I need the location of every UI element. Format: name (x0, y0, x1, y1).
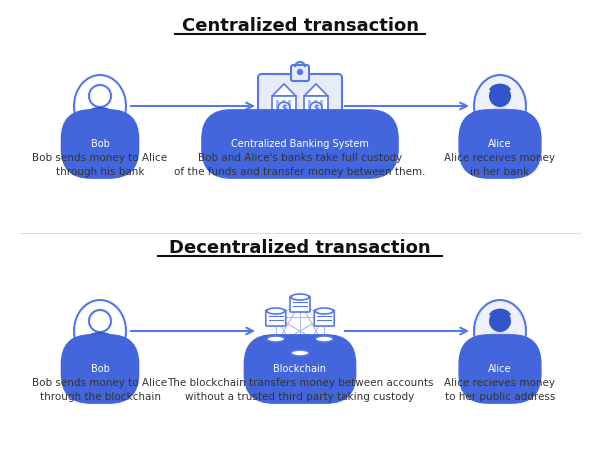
Circle shape (298, 69, 302, 75)
Ellipse shape (483, 107, 517, 129)
Circle shape (89, 310, 111, 332)
Text: Alice: Alice (488, 364, 512, 374)
Text: $: $ (281, 103, 287, 112)
Circle shape (89, 85, 111, 107)
Bar (288, 100, 291, 124)
Ellipse shape (315, 336, 333, 342)
FancyBboxPatch shape (291, 65, 309, 81)
Text: Decentralized transaction: Decentralized transaction (169, 239, 431, 257)
Circle shape (489, 85, 511, 107)
Ellipse shape (474, 300, 526, 362)
Ellipse shape (83, 107, 117, 129)
Bar (282, 100, 285, 124)
Bar (320, 100, 323, 124)
Text: Centralized Banking System: Centralized Banking System (231, 139, 369, 149)
Ellipse shape (291, 350, 309, 356)
Ellipse shape (83, 332, 117, 354)
Ellipse shape (267, 308, 285, 314)
FancyBboxPatch shape (290, 296, 310, 312)
Bar (276, 100, 279, 124)
Text: Bob sends money to Alice: Bob sends money to Alice (32, 153, 167, 163)
FancyBboxPatch shape (266, 338, 286, 354)
Bar (308, 100, 311, 124)
FancyBboxPatch shape (266, 310, 286, 326)
Text: Bob: Bob (91, 364, 109, 374)
Ellipse shape (315, 308, 333, 314)
FancyBboxPatch shape (314, 338, 334, 354)
FancyBboxPatch shape (258, 74, 342, 142)
Bar (271, 125, 297, 128)
Text: $: $ (313, 103, 319, 112)
Ellipse shape (474, 75, 526, 137)
Circle shape (489, 310, 511, 332)
FancyBboxPatch shape (314, 310, 334, 326)
FancyBboxPatch shape (290, 352, 310, 368)
Circle shape (278, 102, 290, 114)
Ellipse shape (291, 294, 309, 300)
Polygon shape (304, 84, 328, 96)
Polygon shape (272, 84, 296, 96)
Text: in her bank: in her bank (470, 167, 530, 177)
Ellipse shape (74, 75, 126, 137)
Text: Blockchain: Blockchain (274, 364, 326, 374)
Text: through his bank: through his bank (56, 167, 144, 177)
Text: to her public address: to her public address (445, 392, 555, 402)
Bar (304, 96, 328, 126)
Text: Alice recieves money: Alice recieves money (445, 378, 556, 388)
Text: Alice: Alice (488, 139, 512, 149)
Text: Bob sends money to Alice: Bob sends money to Alice (32, 378, 167, 388)
Ellipse shape (74, 300, 126, 362)
Text: Bob: Bob (91, 139, 109, 149)
Ellipse shape (483, 332, 517, 354)
Text: of the funds and transfer money between them.: of the funds and transfer money between … (174, 167, 426, 177)
Text: through the blockchain: through the blockchain (40, 392, 161, 402)
Circle shape (310, 102, 322, 114)
Text: The blockchain transfers money between accounts: The blockchain transfers money between a… (167, 378, 433, 388)
Ellipse shape (267, 336, 285, 342)
Text: Bob and Alice's banks take full custody: Bob and Alice's banks take full custody (198, 153, 402, 163)
Bar (314, 100, 317, 124)
Bar (303, 125, 329, 128)
Text: without a trusted third party taking custody: without a trusted third party taking cus… (185, 392, 415, 402)
Text: Alice receives money: Alice receives money (445, 153, 556, 163)
Bar (272, 96, 296, 126)
Text: Centralized transaction: Centralized transaction (182, 17, 419, 35)
